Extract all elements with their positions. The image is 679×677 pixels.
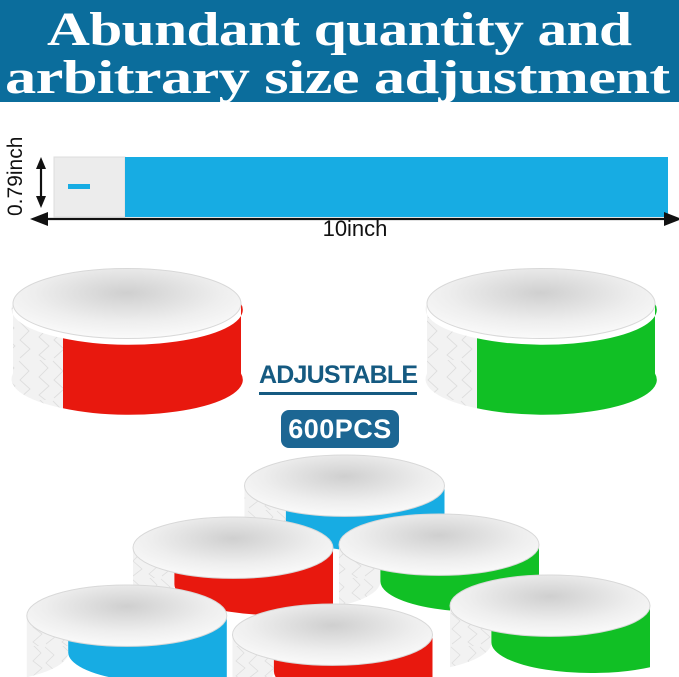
svg-text:10inch: 10inch [323,216,388,240]
